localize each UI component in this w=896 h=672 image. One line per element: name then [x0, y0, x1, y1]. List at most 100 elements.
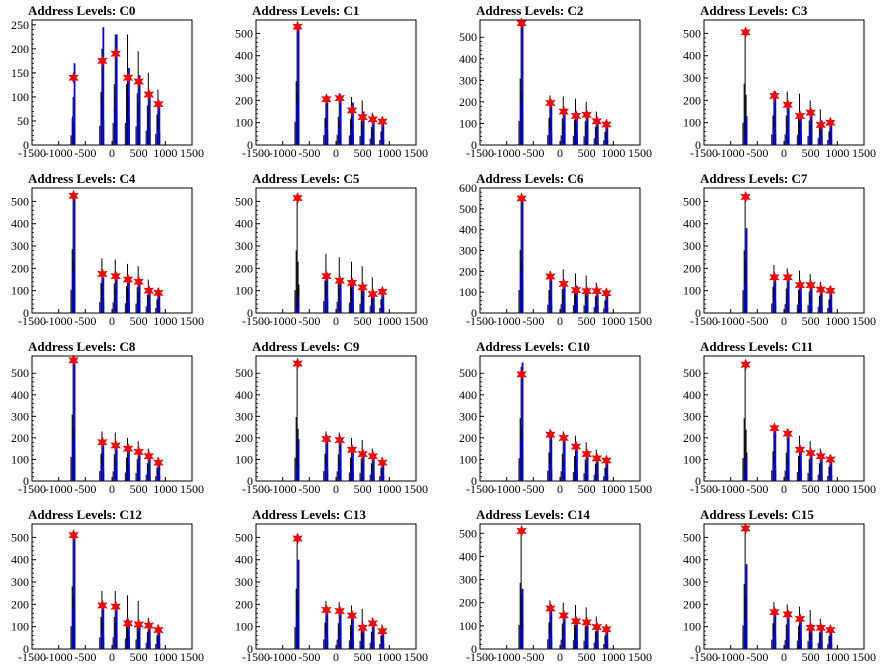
y-tick-label: 200	[235, 431, 253, 445]
y-tick-label: 500	[683, 194, 701, 208]
y-tick-label: 500	[683, 366, 701, 380]
red-star-marker	[110, 269, 122, 283]
y-tick-label: 200	[235, 261, 253, 275]
red-star-marker	[825, 284, 836, 297]
x-tick-label: 1000	[377, 650, 401, 664]
y-tick-label: 200	[459, 596, 477, 610]
x-tick-label: -1500	[690, 650, 718, 664]
x-tick-label: 1500	[852, 482, 876, 496]
chart-panel-12: Address Levels: C12 0 100 200 300 400 500 -1500…	[0, 504, 224, 672]
x-tick-label: 1500	[404, 650, 428, 664]
red-star-marker	[558, 609, 570, 622]
y-tick-label: 100	[11, 90, 29, 104]
x-tick-label: -500	[74, 650, 96, 664]
x-tick-label: 500	[578, 650, 596, 664]
y-tick-label: 0	[247, 306, 253, 320]
y-tick-label: 0	[23, 642, 29, 656]
x-tick-label: -500	[74, 314, 96, 328]
x-tick-label: -1500	[690, 146, 718, 160]
red-star-marker	[133, 618, 145, 631]
y-tick-label: 400	[235, 49, 253, 63]
red-star-marker	[558, 105, 570, 118]
x-tick-label: -500	[522, 650, 544, 664]
chart-panel-2: Address Levels: C2 0 100 200 300 400 500 -1500-…	[448, 0, 672, 168]
y-tick-label: 400	[11, 553, 29, 567]
x-tick-label: 1500	[852, 650, 876, 664]
red-star-marker	[545, 428, 556, 441]
x-tick-label: -500	[522, 482, 544, 496]
red-star-marker	[516, 524, 527, 538]
red-star-marker	[581, 447, 593, 461]
red-star-marker	[357, 621, 369, 634]
red-star-marker	[334, 433, 346, 447]
x-tick-label: -500	[746, 314, 768, 328]
red-star-marker	[153, 623, 164, 637]
red-star-marker	[769, 89, 780, 103]
red-star-marker	[153, 286, 164, 300]
chart-panel-4: Address Levels: C4 0 100 200 300 400 500 -1500-…	[0, 168, 224, 336]
red-star-marker	[346, 609, 358, 622]
red-star-marker	[545, 96, 556, 110]
x-tick-label: 0	[333, 650, 339, 664]
y-tick-label: 0	[695, 474, 701, 488]
red-star-marker	[591, 284, 603, 298]
x-tick-label: 0	[781, 146, 787, 160]
chart-title: Address Levels: C7	[700, 171, 808, 186]
chart-title: Address Levels: C13	[252, 507, 366, 522]
y-tick-label: 100	[459, 619, 477, 633]
red-star-marker	[153, 97, 164, 111]
x-tick-label: 0	[109, 314, 115, 328]
y-tick-label: 500	[11, 194, 29, 208]
plot-frame	[703, 355, 865, 482]
red-star-marker	[292, 191, 303, 205]
plot-frame	[255, 355, 417, 482]
red-star-marker	[570, 615, 582, 628]
red-star-marker	[794, 109, 806, 123]
x-tick-label: -500	[298, 314, 320, 328]
plot-frame	[31, 19, 193, 146]
x-tick-label: -1000	[45, 650, 73, 664]
x-tick-label: 1500	[852, 314, 876, 328]
x-tick-label: -1000	[717, 146, 745, 160]
x-tick-label: 1000	[601, 482, 625, 496]
x-tick-label: -1000	[45, 314, 73, 328]
y-tick-label: 300	[235, 71, 253, 85]
chart-panel-1: Address Levels: C1 0 100 200 300 400 500 -1500-…	[224, 0, 448, 168]
chart-svg-1: Address Levels: C10100200300400500-1500-…	[235, 3, 428, 160]
x-tick-label: -1000	[269, 314, 297, 328]
x-tick-label: -1500	[690, 482, 718, 496]
red-star-marker	[782, 427, 794, 440]
red-star-marker	[591, 620, 603, 634]
red-star-marker	[581, 284, 593, 298]
red-star-marker	[321, 432, 332, 446]
x-tick-label: 1500	[180, 650, 204, 664]
chart-title: Address Levels: C9	[252, 339, 360, 354]
x-tick-label: 0	[333, 146, 339, 160]
y-tick-label: 300	[235, 409, 253, 423]
y-tick-label: 0	[695, 138, 701, 152]
x-tick-label: 500	[802, 146, 820, 160]
red-star-marker	[740, 358, 751, 371]
red-star-marker	[97, 599, 108, 612]
y-tick-label: 0	[471, 642, 477, 656]
y-tick-label: 300	[11, 575, 29, 589]
red-star-marker	[334, 91, 346, 105]
red-star-marker	[740, 190, 751, 204]
red-star-marker	[545, 270, 556, 283]
red-star-marker	[357, 110, 369, 124]
x-tick-label: -1500	[18, 482, 46, 496]
red-star-marker	[782, 271, 794, 284]
chart-title: Address Levels: C8	[28, 339, 136, 354]
x-tick-label: -500	[298, 482, 320, 496]
x-tick-label: -500	[298, 146, 320, 160]
chart-svg-7: Address Levels: C70100200300400500-1500-…	[683, 171, 876, 328]
red-star-marker	[558, 431, 570, 445]
x-tick-label: 1500	[404, 482, 428, 496]
x-tick-label: 0	[109, 482, 115, 496]
y-tick-label: 100	[683, 620, 701, 634]
x-tick-label: 1500	[180, 146, 204, 160]
x-tick-label: -500	[298, 650, 320, 664]
red-star-marker	[545, 602, 556, 615]
red-star-marker	[110, 439, 122, 452]
chart-title: Address Levels: C0	[28, 3, 135, 18]
